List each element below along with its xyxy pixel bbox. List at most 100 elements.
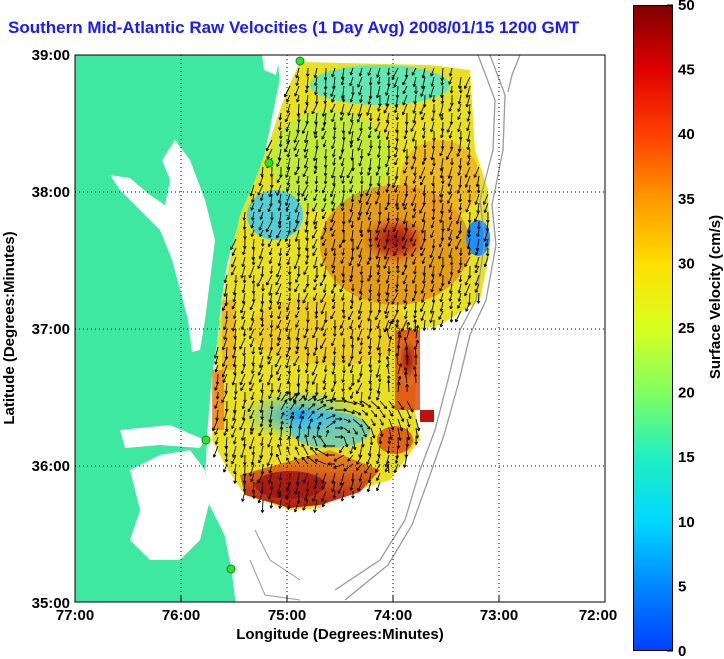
velocity-arrow: [250, 391, 255, 401]
velocity-arrow: [411, 274, 417, 284]
velocity-arrow: [376, 337, 381, 351]
velocity-arrow: [375, 247, 381, 260]
velocity-arrow: [376, 319, 381, 330]
velocity-arrow: [330, 85, 336, 98]
velocity-arrow: [349, 391, 354, 400]
velocity-arrow: [367, 472, 372, 484]
velocity-arrow: [233, 391, 238, 401]
velocity-arrow: [303, 265, 309, 276]
velocity-arrow: [348, 121, 354, 135]
velocity-arrow: [311, 229, 318, 239]
velocity-arrow: [368, 112, 373, 122]
velocity-arrow: [297, 112, 301, 123]
velocity-arrow: [240, 301, 246, 314]
velocity-arrow: [448, 202, 453, 213]
velocity-arrow: [335, 426, 344, 430]
velocity-arrow: [295, 211, 300, 224]
velocity-arrow: [432, 319, 436, 331]
velocity-arrow: [358, 355, 363, 365]
velocity-arrow: [313, 67, 318, 79]
velocity-arrow: [278, 139, 283, 148]
velocity-arrow: [376, 256, 381, 268]
velocity-arrow: [393, 463, 399, 474]
velocity-arrow: [394, 229, 399, 239]
velocity-arrow: [357, 211, 363, 221]
velocity-arrow: [296, 364, 301, 373]
velocity-arrow: [439, 193, 444, 203]
velocity-arrow: [259, 193, 264, 202]
velocity-arrow: [289, 392, 298, 402]
velocity-arrow: [340, 112, 345, 121]
velocity-arrow: [356, 238, 363, 250]
velocity-arrow: [466, 112, 471, 122]
velocity-arrow: [298, 395, 306, 402]
velocity-arrow: [367, 67, 372, 76]
velocity-arrow: [250, 220, 255, 229]
velocity-arrow: [349, 274, 354, 283]
velocity-arrow: [464, 274, 471, 286]
velocity-arrow: [447, 220, 453, 232]
velocity-arrow: [402, 193, 408, 207]
velocity-arrow: [268, 301, 273, 311]
velocity-arrow: [366, 454, 372, 466]
velocity-arrow: [338, 148, 345, 160]
velocity-arrow: [404, 283, 408, 293]
velocity-arrow: [361, 436, 365, 448]
velocity-arrow: [406, 409, 412, 420]
velocity-arrow: [394, 139, 399, 151]
velocity-arrow: [232, 283, 237, 296]
x-axis-label: Longitude (Degrees:Minutes): [236, 626, 444, 643]
velocity-arrow: [405, 354, 409, 366]
velocity-arrow: [448, 283, 453, 294]
velocity-arrow: [376, 382, 381, 394]
colorbar-tick-label: 15: [678, 449, 695, 466]
velocity-arrow: [347, 454, 354, 462]
velocity-arrow: [341, 373, 345, 383]
velocity-arrow: [239, 337, 246, 350]
velocity-arrow: [467, 193, 472, 204]
velocity-arrow: [240, 427, 246, 441]
velocity-arrow: [258, 220, 264, 231]
velocity-arrow: [386, 379, 391, 393]
velocity-arrow: [401, 265, 408, 276]
velocity-arrow: [357, 202, 363, 216]
velocity-arrow: [223, 283, 228, 297]
map-title: Southern Mid-Atlantic Raw Velocities (1 …: [8, 18, 580, 37]
velocity-arrow: [458, 256, 463, 266]
velocity-arrow: [430, 121, 435, 133]
velocity-arrow: [325, 420, 336, 429]
velocity-arrow: [352, 427, 358, 435]
velocity-arrow: [275, 283, 282, 296]
velocity-arrow: [268, 418, 273, 428]
velocity-arrow: [393, 76, 399, 88]
velocity-arrow: [403, 371, 408, 384]
velocity-arrow: [402, 76, 408, 86]
delaware-bay: [262, 55, 280, 75]
velocity-arrow: [349, 139, 354, 148]
y-tick-label: 36:00: [32, 458, 70, 475]
velocity-arrow: [412, 211, 417, 219]
velocity-arrow: [464, 76, 471, 90]
velocity-arrow: [448, 76, 453, 85]
velocity-arrow: [439, 211, 444, 223]
velocity-arrow: [232, 409, 237, 422]
velocity-arrow: [278, 121, 282, 131]
velocity-arrow: [341, 130, 346, 141]
velocity-arrow: [330, 103, 336, 113]
velocity-arrow: [304, 148, 309, 159]
velocity-arrow: [438, 247, 444, 260]
velocity-arrow: [329, 220, 336, 231]
velocity-arrow: [293, 355, 300, 367]
velocity-arrow: [439, 184, 444, 198]
velocity-arrow: [277, 193, 282, 204]
velocity-arrow: [295, 435, 300, 447]
velocity-arrow: [466, 157, 471, 166]
colorbar-tick-label: 25: [678, 320, 695, 337]
velocity-arrow: [331, 148, 336, 158]
velocity-arrow: [316, 404, 327, 411]
velocity-arrow: [330, 193, 336, 205]
velocity-arrow: [349, 202, 354, 213]
velocity-arrow: [304, 490, 309, 502]
radar-site-marker: [226, 564, 236, 574]
velocity-arrow: [340, 256, 345, 264]
